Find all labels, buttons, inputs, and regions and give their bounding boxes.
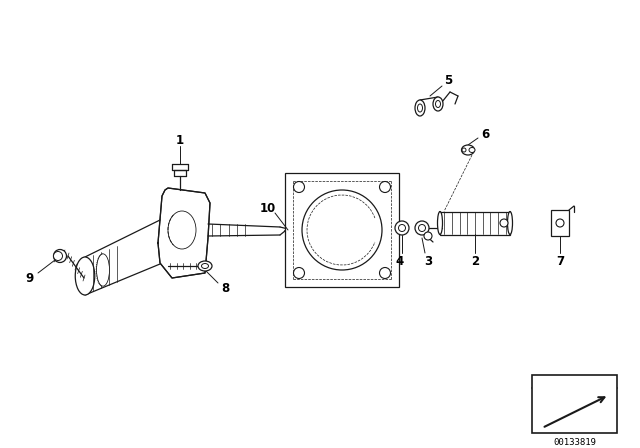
Text: 6: 6: [481, 128, 489, 141]
Ellipse shape: [97, 254, 109, 286]
Polygon shape: [158, 188, 210, 278]
Circle shape: [294, 267, 305, 279]
Text: 2: 2: [471, 254, 479, 267]
Text: 9: 9: [26, 271, 34, 284]
Ellipse shape: [415, 100, 425, 116]
Text: 10: 10: [260, 202, 276, 215]
Ellipse shape: [433, 97, 443, 111]
Text: 7: 7: [556, 254, 564, 267]
Ellipse shape: [202, 263, 209, 268]
Circle shape: [380, 181, 390, 193]
Circle shape: [294, 181, 305, 193]
Ellipse shape: [54, 250, 67, 263]
Bar: [532, 375, 617, 433]
Circle shape: [395, 221, 409, 235]
Circle shape: [419, 224, 426, 232]
Ellipse shape: [462, 148, 466, 152]
Text: 4: 4: [396, 254, 404, 267]
Ellipse shape: [461, 145, 474, 155]
Ellipse shape: [438, 211, 442, 234]
Text: 3: 3: [424, 254, 432, 267]
Ellipse shape: [508, 211, 513, 234]
Circle shape: [424, 232, 432, 240]
Ellipse shape: [76, 257, 95, 295]
Ellipse shape: [435, 100, 440, 108]
Ellipse shape: [417, 104, 422, 112]
Circle shape: [415, 221, 429, 235]
Text: 5: 5: [444, 73, 452, 86]
Circle shape: [302, 190, 382, 270]
Text: 00133819: 00133819: [553, 438, 596, 447]
Ellipse shape: [198, 261, 212, 271]
Circle shape: [556, 219, 564, 227]
Bar: [285, 173, 399, 287]
Ellipse shape: [469, 147, 475, 152]
Text: 1: 1: [176, 134, 184, 146]
Bar: [551, 210, 569, 236]
Circle shape: [500, 219, 508, 227]
Circle shape: [399, 224, 406, 232]
Text: 8: 8: [221, 281, 229, 294]
Bar: [440, 211, 510, 234]
Ellipse shape: [54, 251, 63, 260]
Circle shape: [380, 267, 390, 279]
